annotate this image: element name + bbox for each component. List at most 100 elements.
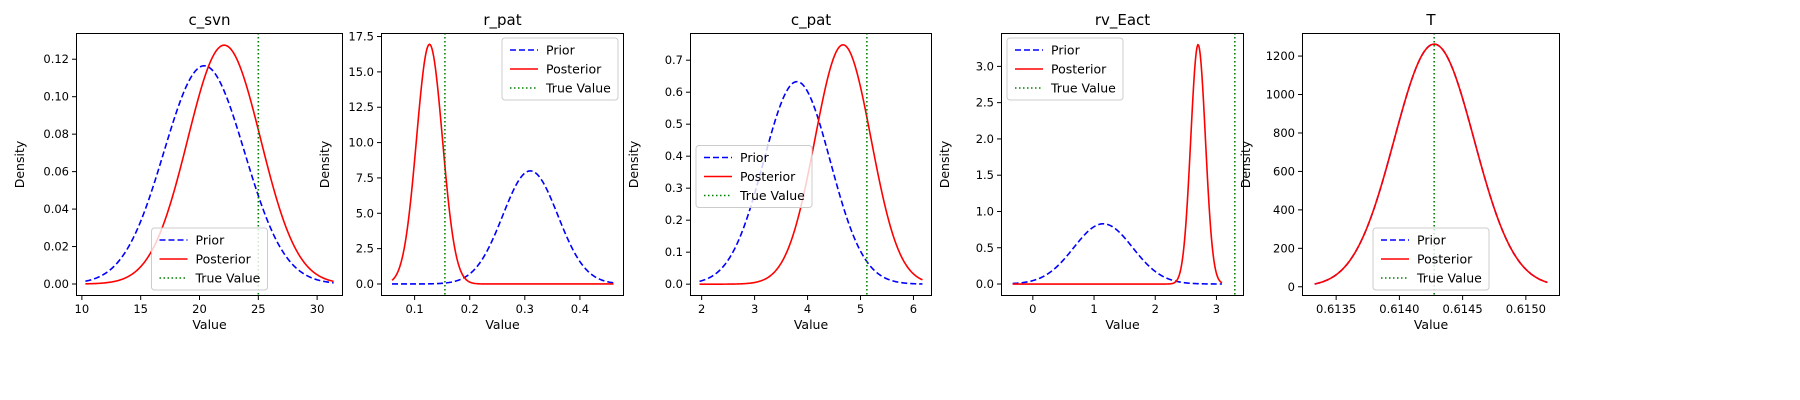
- legend-label: True Value: [195, 271, 261, 286]
- x-axis-label: Value: [192, 317, 227, 332]
- y-tick-label: 400: [1273, 203, 1295, 217]
- series-line-prior: [1012, 223, 1222, 285]
- series-line-posterior: [85, 44, 334, 285]
- y-tick-label: 2.5: [356, 242, 374, 256]
- x-tick-label: 1: [1090, 302, 1097, 316]
- y-tick-label: 0.3: [665, 181, 683, 195]
- legend: Prior Posterior True Value: [1006, 37, 1124, 101]
- y-axis-label: Density: [1238, 140, 1253, 188]
- series-line-posterior: [1012, 43, 1223, 285]
- y-tick-label: 0.1: [665, 245, 683, 259]
- y-tick-label: 0.5: [976, 241, 994, 255]
- x-tick-label: 6: [910, 302, 917, 316]
- legend-label: Posterior: [1417, 252, 1473, 267]
- x-tick-label: 0.2: [461, 302, 479, 316]
- x-tick-label: 30: [310, 302, 325, 316]
- subplot-title: c_pat: [791, 11, 831, 30]
- x-tick-label: 0: [1029, 302, 1036, 316]
- legend-label: Posterior: [1051, 62, 1107, 77]
- y-tick-label: 0.2: [665, 213, 683, 227]
- legend: Prior Posterior True Value: [151, 227, 268, 291]
- subplot-title: T: [1425, 11, 1436, 29]
- y-tick-label: 200: [1273, 241, 1295, 255]
- x-tick-label: 0.4: [571, 302, 589, 316]
- x-tick-label: 15: [133, 302, 148, 316]
- legend: Prior Posterior True Value: [501, 37, 619, 101]
- subplot-1: 0.1 0.2 0.3 0.4 0.0 2.5 5.0 7.5 10.0 12.5 15.0 17.5…: [317, 11, 624, 332]
- subplot-title: r_pat: [483, 11, 521, 30]
- y-tick-label: 0.0: [976, 277, 994, 291]
- y-tick-label: 0.0: [665, 277, 683, 291]
- x-axis-label: Value: [485, 317, 520, 332]
- y-tick-label: 10.0: [348, 136, 374, 150]
- y-tick-label: 800: [1273, 126, 1295, 140]
- y-tick-label: 1.0: [976, 204, 994, 218]
- legend-box: [151, 227, 268, 291]
- x-tick-label: 25: [251, 302, 266, 316]
- x-tick-label: 10: [75, 302, 90, 316]
- legend-label: Prior: [1051, 43, 1081, 58]
- subplot-0: 10 15 20 25 30 0.00 0.02 0.04 0.06 0.08 0.10 0.12 c_…: [12, 11, 343, 332]
- legend: Prior Posterior True Value: [1372, 227, 1490, 291]
- legend-label: Posterior: [196, 252, 252, 267]
- x-tick-label: 0.1: [405, 302, 423, 316]
- x-tick-label: 4: [804, 302, 811, 316]
- axes-frame: [76, 33, 343, 296]
- x-tick-label: 3: [751, 302, 758, 316]
- y-tick-label: 7.5: [356, 171, 374, 185]
- y-tick-label: 0.5: [665, 117, 683, 131]
- legend-label: True Value: [739, 188, 805, 203]
- axes-frame: [1001, 33, 1244, 296]
- x-axis-label: Value: [794, 317, 829, 332]
- legend-label: True Value: [1050, 81, 1116, 96]
- legend-label: Posterior: [546, 62, 602, 77]
- subplot-4: 0.6135 0.6140 0.6145 0.6150 0 200 400 600 800 100…: [1238, 11, 1560, 332]
- x-tick-label: 5: [857, 302, 864, 316]
- y-tick-label: 0.10: [43, 90, 69, 104]
- subplot-title: c_svn: [189, 11, 231, 30]
- legend-label: Prior: [1417, 233, 1447, 248]
- x-axis-label: Value: [1414, 317, 1449, 332]
- y-tick-label: 0.06: [43, 165, 69, 179]
- y-tick-label: 15.0: [348, 65, 374, 79]
- y-tick-label: 1200: [1266, 49, 1295, 63]
- y-tick-label: 0.6: [665, 85, 683, 99]
- y-tick-label: 0.08: [43, 127, 69, 141]
- legend-label: True Value: [545, 81, 611, 96]
- x-tick-label: 20: [192, 302, 207, 316]
- axes-frame: [1302, 33, 1560, 296]
- y-tick-label: 2.0: [976, 132, 994, 146]
- legend-box: [501, 37, 619, 101]
- y-axis-label: Density: [937, 140, 952, 188]
- legend: Prior Posterior True Value: [695, 145, 813, 208]
- series-line-prior: [699, 80, 923, 285]
- x-tick-label: 0.6145: [1442, 302, 1482, 316]
- y-tick-label: 0.0: [356, 277, 374, 291]
- y-tick-label: 12.5: [348, 100, 374, 114]
- x-tick-label: 0.6135: [1316, 302, 1356, 316]
- y-axis-label: Density: [317, 140, 332, 188]
- series-line-posterior: [1314, 43, 1548, 285]
- legend-label: True Value: [1416, 271, 1482, 286]
- series-line-prior: [392, 170, 614, 285]
- legend-label: Posterior: [740, 169, 796, 184]
- y-tick-label: 5.0: [356, 206, 374, 220]
- legend-box: [1006, 37, 1124, 101]
- subplot-2: 2 3 4 5 6 0.0 0.1 0.2 0.3 0.4 0.5 0.6 0.7 c_pat Value D…: [626, 11, 932, 332]
- y-tick-label: 600: [1273, 164, 1295, 178]
- series-line-posterior: [391, 43, 614, 285]
- y-tick-label: 0: [1288, 280, 1295, 294]
- x-tick-label: 3: [1213, 302, 1220, 316]
- axes-frame: [690, 33, 932, 296]
- legend-box: [695, 145, 813, 208]
- x-tick-label: 0.6150: [1506, 302, 1546, 316]
- x-tick-label: 2: [1152, 302, 1159, 316]
- subplot-title: rv_Eact: [1095, 11, 1150, 30]
- y-tick-label: 0.4: [665, 149, 683, 163]
- y-tick-label: 3.0: [976, 59, 994, 73]
- x-tick-label: 0.6140: [1379, 302, 1419, 316]
- y-tick-label: 0.02: [43, 240, 69, 254]
- y-tick-label: 2.5: [976, 96, 994, 110]
- y-tick-label: 1000: [1266, 88, 1295, 102]
